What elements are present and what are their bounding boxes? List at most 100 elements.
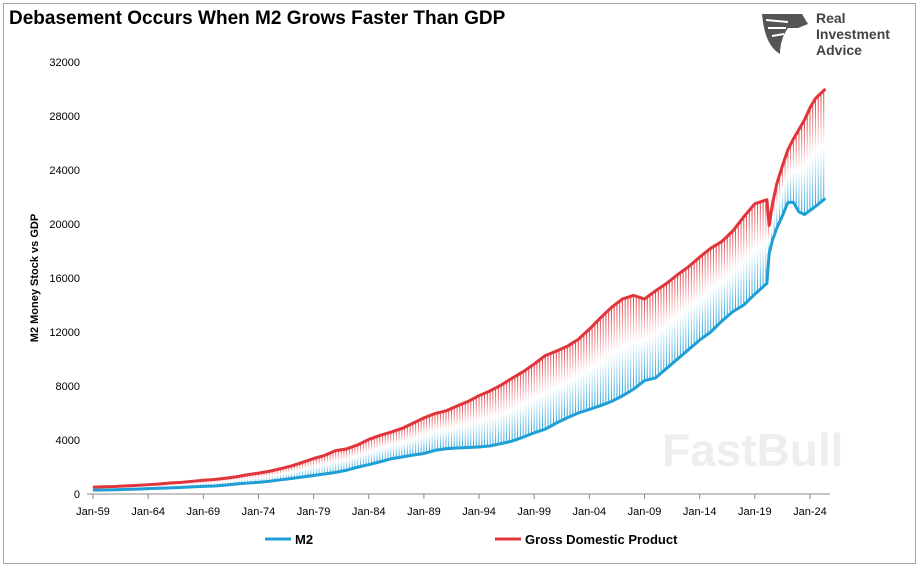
gap-stripe [674, 276, 676, 362]
gap-stripe [233, 477, 235, 485]
gap-stripe [536, 361, 538, 432]
gap-stripe [197, 480, 199, 487]
logo: Real Investment Advice [758, 8, 913, 62]
gap-stripe [798, 129, 800, 212]
gap-stripe [473, 398, 475, 448]
gap-stripe [734, 227, 736, 311]
gap-stripe [666, 283, 668, 369]
gap-stripe [406, 425, 408, 457]
gap-stripe [470, 399, 472, 448]
y-tick-label: 24000 [49, 165, 80, 177]
gap-stripe [544, 355, 546, 430]
gap-stripe [547, 354, 549, 428]
x-tick-label: Jan-89 [407, 506, 441, 518]
gap-stripe [230, 477, 232, 485]
gap-stripe [456, 405, 458, 448]
gap-stripes [92, 90, 825, 491]
gap-stripe [299, 463, 301, 478]
gap-stripe [781, 165, 783, 216]
gap-stripe [718, 243, 720, 324]
gap-stripe [109, 486, 111, 490]
gap-stripe [599, 317, 601, 406]
gap-stripe [420, 419, 422, 454]
gap-stripe [310, 459, 312, 476]
logo-text-line: Real [816, 10, 846, 26]
gap-stripe [351, 446, 353, 469]
gap-stripe [428, 415, 430, 452]
gap-stripe [721, 241, 723, 322]
gap-stripe [530, 365, 532, 434]
gap-stripe [213, 479, 215, 487]
gap-stripe [803, 120, 805, 215]
gap-stripe [489, 390, 491, 446]
gap-stripe [194, 481, 196, 487]
x-tick-label: Jan-99 [517, 506, 551, 518]
chart-frame [3, 3, 916, 564]
gap-stripe [175, 482, 177, 488]
gap-stripe [409, 424, 411, 456]
gap-stripe [139, 485, 141, 489]
gap-stripe [594, 323, 596, 408]
x-tick-label: Jan-14 [683, 506, 717, 518]
gap-stripe [553, 352, 555, 425]
gap-stripe [379, 435, 381, 462]
gap-stripe [572, 342, 574, 416]
gap-stripe [475, 397, 477, 448]
gap-stripe [307, 460, 309, 477]
gap-stripe [484, 393, 486, 447]
legend-label: Gross Domestic Product [525, 532, 678, 547]
gap-stripe [812, 103, 814, 209]
gap-stripe [136, 485, 138, 490]
gap-stripe [558, 349, 560, 422]
gap-stripe [158, 484, 160, 489]
gap-stripe [790, 144, 792, 203]
gap-stripe [737, 223, 739, 309]
gap-stripe [186, 481, 188, 488]
gap-stripe [701, 254, 703, 339]
gap-stripe [497, 386, 499, 445]
gap-stripe [371, 438, 373, 464]
gap-stripe [133, 485, 135, 490]
gap-stripe [519, 373, 521, 439]
gap-stripe [820, 93, 822, 202]
gap-stripe [324, 455, 326, 475]
x-tick-label: Jan-79 [297, 506, 331, 518]
gap-stripe [120, 486, 122, 490]
logo-text-line: Advice [816, 42, 862, 58]
gap-stripe [748, 210, 750, 300]
y-tick-label: 28000 [49, 111, 80, 123]
gap-stripe [459, 404, 461, 448]
x-tick-label: Jan-84 [352, 506, 386, 518]
gdp-line [92, 87, 827, 489]
gap-stripe [605, 312, 607, 404]
gap-stripe [525, 369, 527, 437]
gap-stripe [503, 383, 505, 444]
gap-stripe [616, 303, 618, 399]
gap-stripe [704, 252, 706, 337]
gap-stripe [685, 268, 687, 352]
gap-stripe [271, 470, 273, 481]
gap-stripe [660, 287, 662, 374]
gap-stripe [266, 471, 268, 482]
gap-stripe [770, 210, 772, 245]
gap-stripe [555, 351, 557, 424]
gap-stripe [795, 134, 797, 208]
gap-stripe [368, 439, 370, 465]
gap-stripe [395, 430, 397, 458]
gap-stripe [166, 483, 168, 489]
gap-stripe [401, 428, 403, 458]
gap-stripe [522, 371, 524, 438]
gap-stripe [588, 329, 590, 410]
gap-stripe [155, 484, 157, 489]
x-tick-label: Jan-59 [76, 506, 110, 518]
gap-stripe [415, 421, 417, 455]
gap-stripe [445, 410, 447, 449]
gap-stripe [205, 480, 207, 487]
gap-stripe [257, 473, 259, 483]
gap-stripe [630, 296, 632, 391]
gap-stripe [621, 298, 623, 396]
gap-stripe [814, 98, 816, 207]
gap-stripe [773, 196, 775, 236]
gap-stripe [274, 469, 276, 481]
gap-stripe [208, 479, 210, 487]
